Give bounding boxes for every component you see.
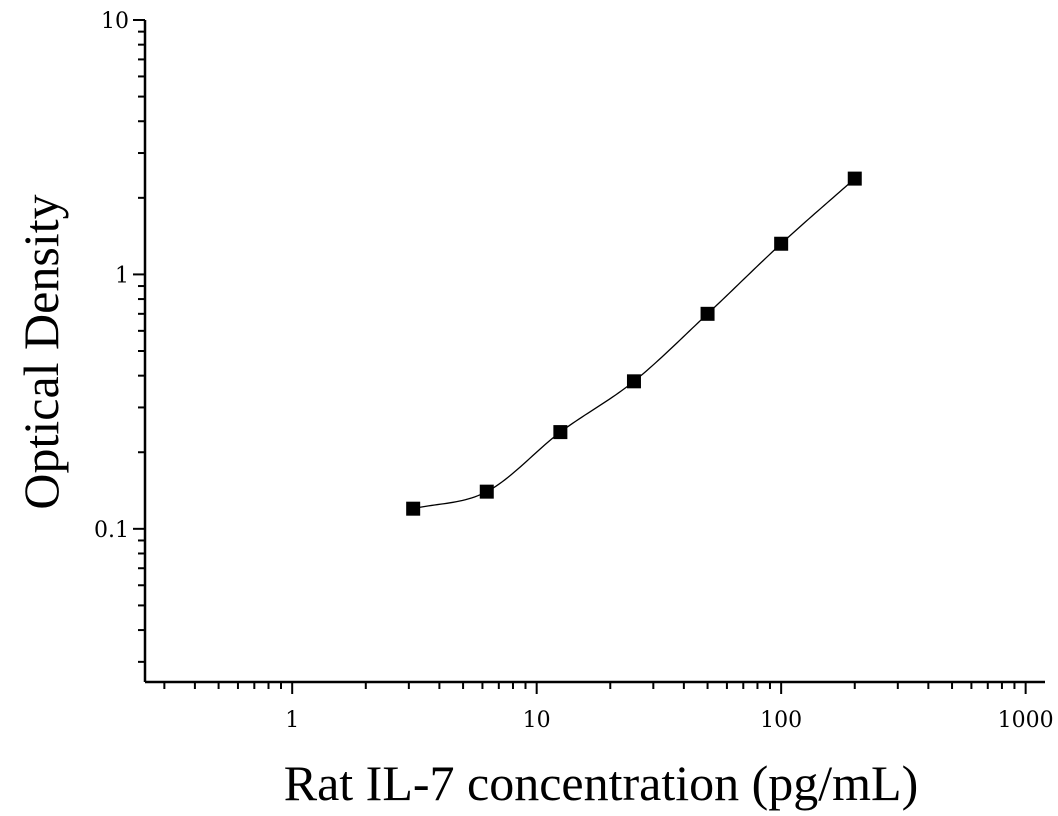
- x-tick-label: 100: [760, 708, 802, 733]
- fit-curve-layer: [413, 178, 856, 510]
- x-ticks: 1 10 100 1000: [163, 682, 1054, 733]
- y-ticks: 0.1 1 10: [94, 9, 145, 663]
- data-point: [553, 425, 568, 440]
- x-axis-title: Rat IL-7 concentration (pg/mL): [284, 755, 919, 811]
- fit-curve: [413, 178, 856, 510]
- data-point: [847, 171, 862, 186]
- y-tick-label: 10: [101, 9, 129, 34]
- data-point: [406, 501, 421, 516]
- data-point: [479, 484, 494, 499]
- data-point: [626, 374, 641, 389]
- x-tick-label: 1000: [998, 708, 1054, 733]
- x-tick-label: 10: [523, 708, 551, 733]
- data-point: [700, 306, 715, 321]
- y-tick-label: 1: [115, 263, 129, 288]
- y-tick-label: 0.1: [94, 518, 129, 543]
- data-points-layer: [406, 171, 862, 516]
- data-point: [774, 236, 789, 251]
- axes: [143, 20, 1045, 684]
- y-axis-title: Optical Density: [13, 194, 69, 509]
- x-tick-label: 1: [285, 708, 299, 733]
